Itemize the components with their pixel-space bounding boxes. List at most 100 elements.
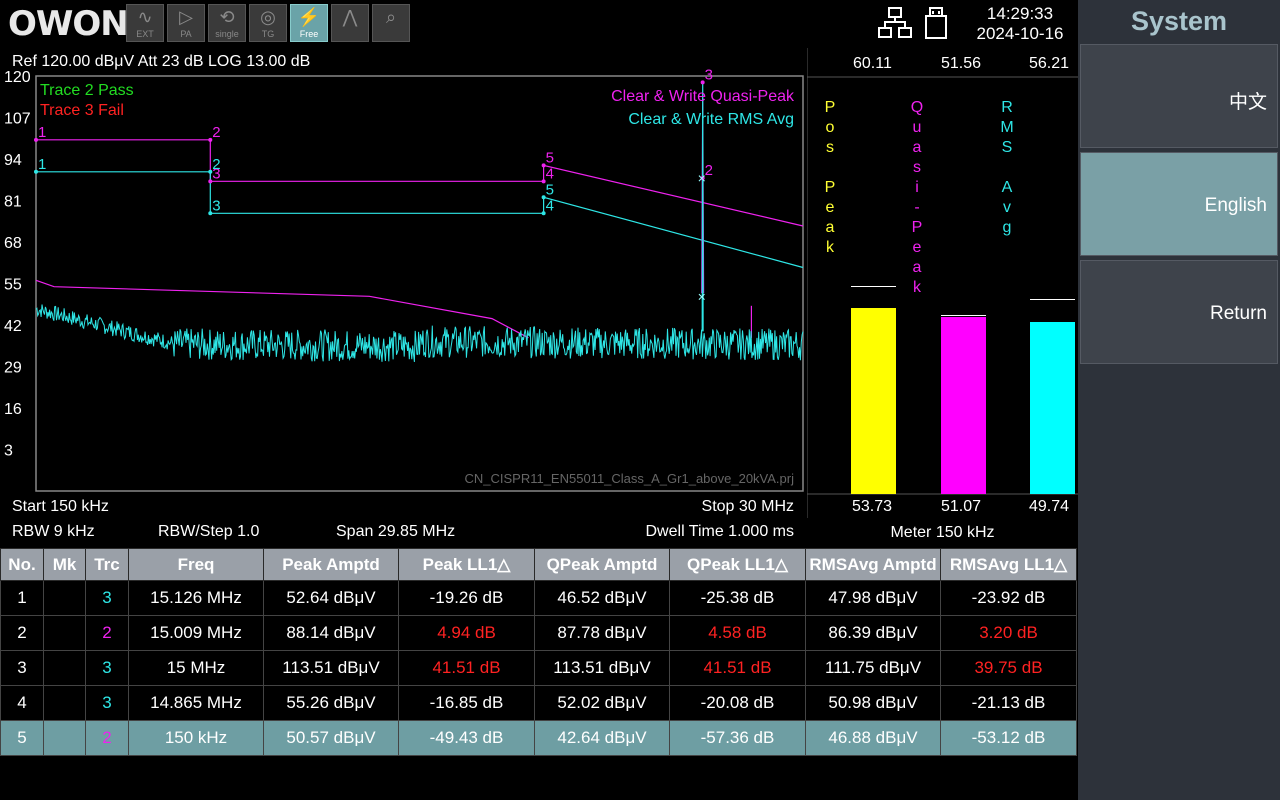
ext-icon: ∿ [137, 7, 153, 27]
marker-dot [34, 137, 38, 142]
col-trc-cell: 3 [85, 685, 129, 721]
trace2-pass-label: Trace 2 Pass [40, 82, 134, 99]
col-qpeak-amptd-cell: 52.02 dBμV [534, 685, 670, 721]
y-tick-label: 16 [4, 401, 22, 418]
y-tick-label: 29 [4, 360, 22, 377]
marker-dot [541, 195, 546, 200]
marker-number: 2 [212, 124, 220, 141]
ext-label: EXT [136, 29, 154, 39]
search-icon: ⌕ [385, 7, 397, 27]
marker-number: 1 [38, 156, 46, 173]
free-button[interactable]: ⚡ Free [290, 4, 328, 42]
meter-bar-rmsavg [1030, 321, 1075, 494]
marker-cross: × [698, 170, 706, 186]
col-qpeak-amptd-cell: 113.51 dBμV [534, 650, 670, 686]
meter-bar-quasipeak [941, 316, 986, 494]
marker-dot [541, 179, 546, 184]
empty-cell [1, 756, 44, 791]
col-peak-amptd-header: Peak Amptd [263, 548, 399, 581]
sweep-info: Start 150 kHz Stop 30 MHz RBW 9 kHz RBW/… [0, 494, 806, 546]
trace-mode-rms-avg: Clear & Write RMS Avg [628, 111, 794, 128]
col-rmsavg-ll1-cell: -53.12 dB [940, 720, 1077, 756]
meter-maxhold-pospeak: 60.11 [853, 55, 892, 72]
meter-value-rmsavg: 49.74 [1029, 498, 1070, 515]
col-peak-amptd-cell: 50.57 dBμV [263, 720, 399, 756]
col-qpeak-amptd-cell: 46.52 dBμV [534, 580, 670, 616]
stop-freq: Stop 30 MHz [701, 498, 794, 515]
single-button[interactable]: ⟲ single [208, 4, 246, 42]
marker-dot [541, 211, 546, 216]
col-peak-amptd-cell: 52.64 dBμV [263, 580, 399, 616]
col-qpeak-ll1-cell: -57.36 dB [669, 720, 806, 756]
marker-cross: × [698, 288, 706, 304]
table-row[interactable]: 2 2 15.009 MHz 88.14 dBμV 4.94 dB 87.78 dBμV 4… [0, 615, 1077, 651]
table-row[interactable]: 4 3 14.865 MHz 55.26 dBμV -16.85 dB 52.02 dBμ… [0, 685, 1077, 721]
col-qpeak-ll1-cell: 41.51 dB [669, 650, 806, 686]
empty-cell [941, 756, 1077, 791]
col-rmsavg-ll1-cell: 3.20 dB [940, 615, 1077, 651]
empty-cell [535, 756, 670, 791]
tg-button[interactable]: ◎ TG [249, 4, 287, 42]
empty-cell [806, 756, 941, 791]
col-freq-cell: 14.865 MHz [128, 685, 264, 721]
table-row[interactable]: 5 2 150 kHz 50.57 dBμV -49.43 dB 42.64 dBμV -5… [0, 720, 1077, 756]
col-peak-amptd-cell: 113.51 dBμV [263, 650, 399, 686]
y-tick-label: 68 [4, 235, 22, 252]
return-button[interactable]: Return [1080, 260, 1278, 364]
language-english-button[interactable]: English [1080, 152, 1278, 256]
trace3-fail-label: Trace 3 Fail [40, 102, 124, 119]
ref-line: Ref 120.00 dBμV Att 23 dB LOG 13.00 dB [12, 53, 311, 70]
trace-rms-average [35, 304, 804, 363]
col-freq-cell: 15.009 MHz [128, 615, 264, 651]
clock-time: 14:29:33 [986, 4, 1054, 23]
marker-dot [34, 169, 38, 174]
free-label: Free [299, 29, 319, 39]
meter-maxhold-rmsavg: 56.21 [1029, 55, 1070, 72]
col-rmsavg-amptd-cell: 47.98 dBμV [805, 580, 941, 616]
col-rmsavg-ll1-cell: -23.92 dB [940, 580, 1077, 616]
single-label: single [215, 29, 239, 39]
spectrum-graph[interactable]: 120 107 94 81 68 55 42 29 16 3 1 2 3 4 5 1 2 3 4 5 3 2 × × Trace… [0, 48, 806, 548]
clock-date: 2024-10-16 [976, 24, 1064, 43]
brand-logo: OWON [8, 4, 129, 44]
meter-maxhold-quasipeak: 51.56 [941, 55, 982, 72]
tg-icon: ◎ [260, 7, 276, 27]
y-tick-label: 107 [4, 111, 31, 128]
search-button[interactable]: ⌕ [372, 4, 410, 42]
table-row[interactable]: 1 3 15.126 MHz 52.64 dBμV -19.26 dB 46.52 dBμ… [0, 580, 1077, 616]
limit-line-average [36, 171, 804, 269]
col-qpeak-ll1-cell: -25.38 dB [669, 580, 806, 616]
language-chinese-label: 中文 [1228, 92, 1267, 113]
y-tick-label: 3 [4, 443, 13, 460]
y-tick-label: 81 [4, 194, 22, 211]
marker-dot [541, 163, 546, 168]
marker-number: 4 [546, 197, 554, 214]
marker-dot [700, 176, 705, 181]
col-trc-cell: 2 [85, 720, 129, 756]
col-rmsavg-amptd-header: RMSAvg Amptd [805, 548, 941, 581]
pa-icon: ▷ [179, 7, 193, 27]
tg-label: TG [261, 29, 275, 39]
col-peak-ll1-cell: 41.51 dB [398, 650, 535, 686]
marker-number: 1 [38, 124, 46, 141]
peak-button[interactable]: ⋀ [331, 4, 369, 42]
marker-number: 5 [546, 181, 554, 198]
trace-mode-quasi-peak: Clear & Write Quasi-Peak [611, 88, 795, 105]
table-header: No. Mk Trc Freq Peak Amptd Peak LL1△ QPeak Amp… [0, 548, 1077, 581]
col-freq-cell: 15 MHz [128, 650, 264, 686]
marker-number: 2 [705, 162, 713, 179]
marker-dot [208, 179, 213, 184]
language-chinese-button[interactable]: 中文 [1080, 44, 1278, 148]
meter-maxhold-mark-rmsavg [1030, 299, 1075, 301]
span-label: Span 29.85 MHz [336, 523, 456, 540]
col-mk-cell [43, 685, 86, 721]
pa-button[interactable]: ▷ PA [167, 4, 205, 42]
ext-button[interactable]: ∿ EXT [126, 4, 164, 42]
table-row[interactable]: 3 3 15 MHz 113.51 dBμV 41.51 dB 113.51 dBμV 41… [0, 650, 1077, 686]
y-tick-label: 55 [4, 277, 22, 294]
trace-quasi-peak [35, 279, 529, 339]
meter-footer: Meter 150 kHz [890, 524, 995, 541]
col-no-header: No. [0, 548, 44, 581]
single-icon: ⟲ [219, 7, 235, 27]
